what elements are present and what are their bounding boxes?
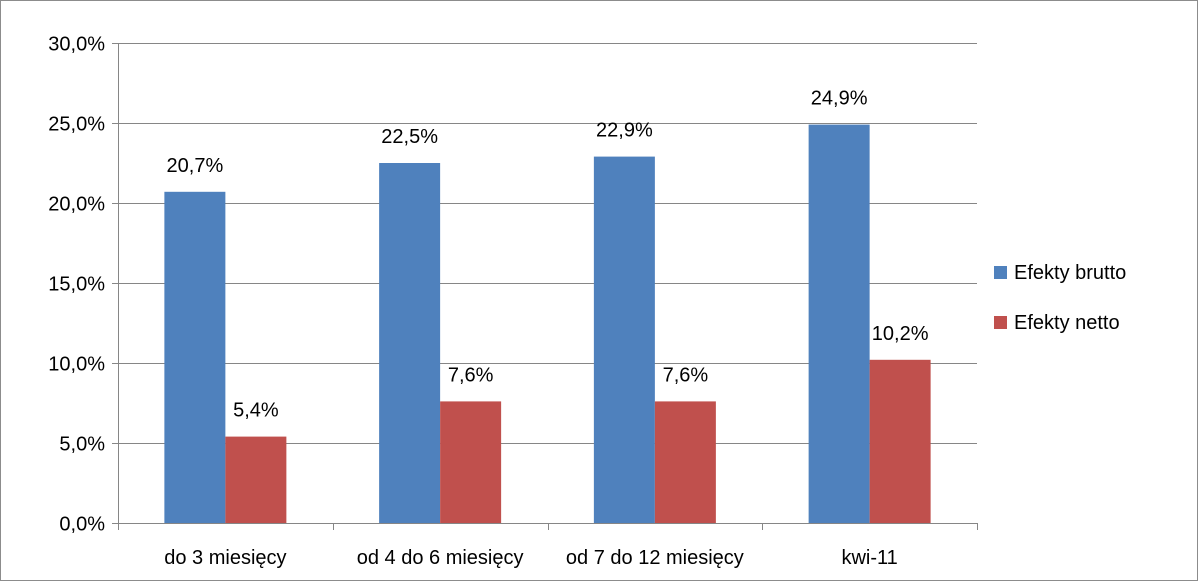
x-category-label: od 7 do 12 miesięcy (566, 547, 744, 569)
data-label: 20,7% (167, 155, 224, 177)
data-label: 7,6% (663, 364, 709, 386)
x-category-label: kwi-11 (841, 547, 897, 569)
y-tick-label: 0,0% (59, 514, 105, 536)
legend-label: Efekty netto (1014, 312, 1120, 334)
x-category-label: do 3 miesięcy (164, 547, 286, 569)
y-tick-label: 5,0% (59, 434, 105, 456)
bar-brutto (593, 156, 655, 523)
y-tick-label: 15,0% (48, 274, 105, 296)
data-label: 22,9% (596, 120, 653, 142)
x-category-label: od 4 do 6 miesięcy (357, 547, 524, 569)
y-tick-label: 25,0% (48, 114, 105, 136)
data-label: 22,5% (381, 126, 438, 148)
bar-brutto (379, 163, 441, 523)
legend-label: Efekty brutto (1014, 262, 1126, 284)
legend-swatch (994, 266, 1007, 279)
bar-netto (225, 436, 287, 523)
data-label: 7,6% (448, 364, 494, 386)
y-tick-label: 20,0% (48, 194, 105, 216)
bar-netto (869, 359, 931, 523)
data-label: 24,9% (811, 88, 868, 110)
data-label: 10,2% (872, 323, 929, 345)
legend-swatch (994, 316, 1007, 329)
bar-brutto (164, 191, 226, 524)
bar-netto (654, 401, 716, 523)
bar-netto (440, 401, 502, 523)
y-tick-label: 10,0% (48, 354, 105, 376)
bar-brutto (808, 124, 870, 523)
y-tick-label: 30,0% (48, 34, 105, 56)
data-label: 5,4% (233, 400, 279, 422)
